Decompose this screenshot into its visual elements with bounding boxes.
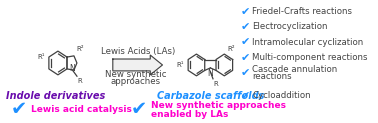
Text: R¹: R¹	[37, 54, 45, 60]
Text: New synthetic approaches: New synthetic approaches	[151, 101, 286, 110]
Text: ✔: ✔	[240, 91, 250, 101]
Text: Electrocyclization: Electrocyclization	[252, 22, 328, 31]
Text: R: R	[214, 81, 218, 87]
Text: N: N	[70, 64, 76, 73]
Text: ✔: ✔	[11, 100, 27, 119]
Text: ✔: ✔	[240, 68, 250, 78]
Text: Cycloaddition: Cycloaddition	[252, 91, 311, 100]
Text: R²: R²	[227, 46, 235, 52]
Text: ✔: ✔	[131, 100, 147, 119]
Text: ✔: ✔	[240, 37, 250, 47]
Text: Intramolecular cyclization: Intramolecular cyclization	[252, 38, 363, 47]
Text: Lewis acid catalysis: Lewis acid catalysis	[31, 105, 132, 114]
Text: ✔: ✔	[240, 53, 250, 62]
Text: reactions: reactions	[252, 72, 292, 81]
Text: Carbazole scaffolds: Carbazole scaffolds	[157, 91, 264, 101]
Text: Friedel-Crafts reactions: Friedel-Crafts reactions	[252, 7, 352, 16]
Text: N: N	[208, 69, 213, 78]
Polygon shape	[113, 55, 163, 75]
Text: R²: R²	[77, 46, 84, 52]
Text: ✔: ✔	[240, 7, 250, 17]
Text: ✔: ✔	[240, 22, 250, 32]
Text: Lewis Acids (LAs): Lewis Acids (LAs)	[101, 47, 175, 56]
Text: Indole derivatives: Indole derivatives	[6, 91, 105, 101]
Text: Multi-component reactions: Multi-component reactions	[252, 53, 368, 62]
Text: New synthetic: New synthetic	[105, 70, 167, 79]
Text: R: R	[78, 78, 82, 84]
Text: approaches: approaches	[111, 77, 161, 86]
Text: enabled by LAs: enabled by LAs	[151, 110, 229, 119]
Text: R¹: R¹	[177, 62, 184, 68]
Text: Cascade annulation: Cascade annulation	[252, 65, 338, 74]
